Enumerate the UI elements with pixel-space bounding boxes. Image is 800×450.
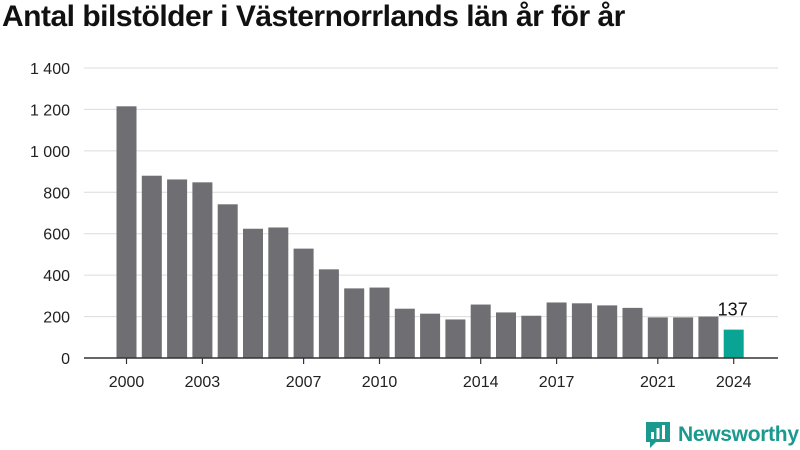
bar-2006 <box>268 227 289 358</box>
bar-2010 <box>369 287 390 358</box>
data-label-2024: 137 <box>718 300 748 320</box>
chart-title: Antal bilstölder i Västernorrlands län å… <box>2 0 625 33</box>
bar-2005 <box>243 228 263 358</box>
bar-2021 <box>647 317 668 358</box>
y-tick-label: 200 <box>43 310 70 327</box>
bar-2014 <box>470 304 491 358</box>
bar-2020 <box>622 307 643 358</box>
bar-2016 <box>521 315 542 358</box>
bars <box>116 106 744 358</box>
bar-2004 <box>217 204 238 358</box>
x-tick-label: 2021 <box>640 374 676 391</box>
x-tick-label: 2024 <box>716 374 752 391</box>
y-tick-label: 1 000 <box>30 144 70 161</box>
brand-logo: Newsworthy <box>644 420 799 450</box>
bar-2017 <box>546 302 567 358</box>
bar-2007 <box>293 248 314 358</box>
bar-2024 <box>723 329 744 358</box>
bar-2009 <box>344 288 365 358</box>
x-tick-label: 2017 <box>539 374 575 391</box>
y-tick-label: 400 <box>43 268 70 285</box>
bar-2013 <box>445 319 466 358</box>
gridlines <box>84 67 778 318</box>
bar-2003 <box>192 182 213 358</box>
bar-2022 <box>673 317 694 358</box>
x-tick-label: 2010 <box>362 374 398 391</box>
data-labels: 137 <box>718 300 748 320</box>
x-tick-label: 2014 <box>463 374 499 391</box>
bar-2002 <box>167 179 188 358</box>
bar-2023 <box>698 316 719 358</box>
bar-2011 <box>394 308 415 358</box>
newsworthy-logo-icon <box>646 422 670 448</box>
x-tick-label: 2007 <box>286 374 322 391</box>
bar-2015 <box>496 312 516 358</box>
x-tick-label: 2000 <box>109 374 145 391</box>
brand-name: Newsworthy <box>678 423 799 446</box>
x-tick-label: 2003 <box>185 374 221 391</box>
bar-2001 <box>141 175 162 358</box>
bar-2018 <box>571 303 592 358</box>
bar-2008 <box>318 269 339 358</box>
y-axis-ticks: 0 200 400 600 800 1 000 1 200 1 400 <box>30 61 70 368</box>
y-tick-label: 0 <box>61 351 70 368</box>
y-tick-label: 600 <box>43 227 70 244</box>
bar-2019 <box>597 305 618 358</box>
y-tick-label: 800 <box>43 185 70 202</box>
y-tick-label: 1 200 <box>30 102 70 119</box>
y-tick-label: 1 400 <box>30 61 70 78</box>
x-axis-ticks: 2000 2003 2007 2010 2014 2017 2021 2024 <box>109 358 752 391</box>
bar-2012 <box>420 313 441 358</box>
bar-2000 <box>116 106 137 358</box>
